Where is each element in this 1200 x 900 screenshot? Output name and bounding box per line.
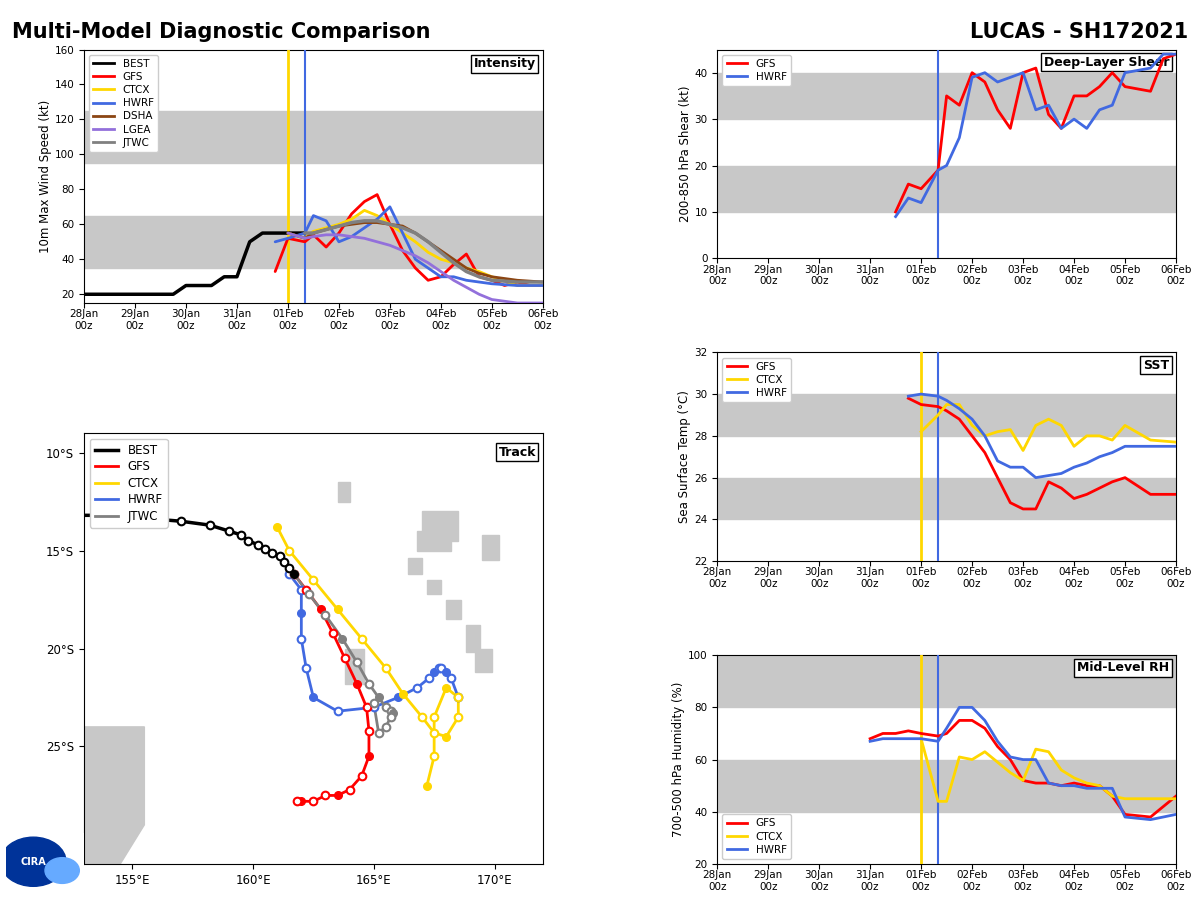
Bar (84, 111, 542, 163)
Text: Intensity: Intensity (474, 57, 536, 70)
Legend: BEST, GFS, CTCX, HWRF, JTWC: BEST, GFS, CTCX, HWRF, JTWC (90, 439, 168, 527)
Legend: GFS, CTCX, HWRF: GFS, CTCX, HWRF (722, 357, 791, 402)
Text: SST: SST (1142, 358, 1169, 372)
Text: Deep-Layer Shear: Deep-Layer Shear (1044, 56, 1169, 68)
Bar (718, 760, 1176, 812)
Y-axis label: 700-500 hPa Humidity (%): 700-500 hPa Humidity (%) (672, 682, 685, 837)
Text: LUCAS - SH172021: LUCAS - SH172021 (970, 22, 1188, 42)
Circle shape (0, 837, 66, 886)
Legend: GFS, HWRF: GFS, HWRF (722, 55, 791, 86)
Legend: BEST, GFS, CTCX, HWRF, DSHA, LGEA, JTWC: BEST, GFS, CTCX, HWRF, DSHA, LGEA, JTWC (89, 55, 157, 152)
Polygon shape (408, 558, 422, 574)
Circle shape (46, 858, 79, 884)
Polygon shape (475, 649, 492, 672)
Polygon shape (84, 727, 144, 864)
Polygon shape (446, 599, 461, 619)
Polygon shape (422, 511, 458, 541)
Text: Track: Track (498, 446, 536, 459)
Text: Mid-Level RH: Mid-Level RH (1076, 662, 1169, 674)
Y-axis label: Sea Surface Temp (°C): Sea Surface Temp (°C) (678, 391, 691, 523)
Bar (718, 655, 1176, 707)
Y-axis label: 200-850 hPa Shear (kt): 200-850 hPa Shear (kt) (678, 86, 691, 222)
Bar (718, 166, 1176, 212)
Polygon shape (427, 580, 442, 594)
Polygon shape (337, 482, 349, 501)
Polygon shape (344, 649, 364, 684)
Y-axis label: 10m Max Wind Speed (kt): 10m Max Wind Speed (kt) (38, 100, 52, 253)
Text: CIRA: CIRA (20, 857, 46, 867)
Bar (718, 478, 1176, 519)
Bar (84, 216, 542, 268)
Text: Multi-Model Diagnostic Comparison: Multi-Model Diagnostic Comparison (12, 22, 431, 42)
Polygon shape (418, 531, 451, 551)
Legend: GFS, CTCX, HWRF: GFS, CTCX, HWRF (722, 814, 791, 859)
Polygon shape (466, 625, 480, 652)
Polygon shape (482, 535, 499, 561)
Bar (718, 394, 1176, 436)
Bar (718, 73, 1176, 119)
